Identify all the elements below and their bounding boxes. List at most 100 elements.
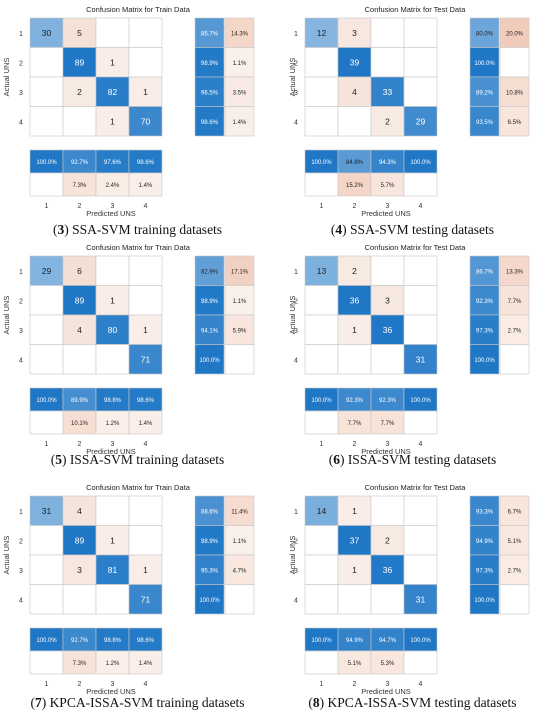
matrix-cell-value: 2	[385, 535, 390, 545]
row-summary-cell	[469, 495, 500, 526]
col-summary-value: 10.1%	[71, 421, 89, 427]
col-summary-value: 98.6%	[137, 638, 155, 644]
matrix-cell	[370, 554, 405, 585]
row-summary-cell	[194, 47, 225, 78]
x-tick-label: 2	[353, 441, 357, 448]
row-summary-cell	[499, 525, 530, 556]
row-summary-value: 97.3%	[476, 568, 494, 574]
row-summary-cell	[499, 285, 530, 316]
y-tick-label: 3	[19, 90, 23, 97]
matrix-cell	[370, 47, 405, 78]
x-tick-label: 2	[78, 203, 82, 210]
x-tick-label: 4	[419, 681, 423, 688]
matrix-cell	[29, 47, 64, 78]
x-tick-label: 1	[45, 203, 49, 210]
matrix-cell-value: 82	[108, 87, 118, 97]
row-summary-value: 86.7%	[476, 269, 494, 275]
y-tick-label: 2	[19, 298, 23, 305]
matrix-cell-value: 3	[77, 565, 82, 575]
col-summary-cell	[128, 172, 163, 197]
col-summary-value: 92.3%	[379, 398, 397, 404]
y-tick-label: 1	[294, 31, 298, 38]
row-summary-cell	[224, 495, 255, 526]
row-summary-value: 100.0%	[199, 598, 220, 604]
caption-text: SSA-SVM training datasets	[68, 222, 223, 237]
caption-number: 7	[34, 695, 42, 710]
col-summary-value: 5.7%	[381, 183, 395, 189]
matrix-cell	[403, 47, 438, 78]
row-summary-value: 4.7%	[233, 568, 247, 574]
x-tick-label: 4	[144, 441, 148, 448]
matrix-cell	[128, 554, 163, 585]
matrix-cell	[370, 106, 405, 137]
row-summary-cell	[499, 76, 530, 107]
matrix-cell	[95, 344, 130, 375]
x-tick-label: 3	[111, 203, 115, 210]
matrix-cell	[62, 47, 97, 78]
row-summary-value: 11.4%	[231, 509, 248, 515]
matrix-cell-value: 89	[75, 57, 85, 67]
x-tick-label: 2	[353, 681, 357, 688]
x-axis-label: Predicted UNS	[86, 447, 136, 456]
matrix-cell	[403, 554, 438, 585]
matrix-cell	[403, 584, 438, 615]
row-summary-value: 1.4%	[233, 120, 247, 126]
matrix-cell-value: 29	[416, 116, 426, 126]
matrix-cell-value: 3	[385, 295, 390, 305]
caption-text: KPCA-ISSA-SVM training datasets	[46, 695, 245, 710]
matrix-cell	[337, 525, 372, 556]
col-summary-value: 94.7%	[379, 638, 397, 644]
matrix-cell	[128, 17, 163, 48]
matrix-cell	[95, 584, 130, 615]
matrix-cell	[304, 525, 339, 556]
panel-caption: (7) KPCA-ISSA-SVM training datasets	[30, 695, 245, 710]
row-summary-value: 14.3%	[231, 31, 249, 37]
y-tick-label: 4	[294, 597, 298, 604]
matrix-cell	[29, 17, 64, 48]
row-summary-cell	[194, 344, 225, 375]
row-summary-value: 98.9%	[201, 539, 219, 545]
x-tick-label: 2	[78, 681, 82, 688]
y-axis-label: Actual UNS	[288, 536, 297, 575]
row-summary-value: 13.3%	[506, 269, 524, 275]
y-tick-label: 2	[19, 538, 23, 545]
chart-title: Confusion Matrix for Test Data	[365, 243, 467, 252]
row-summary-cell	[469, 255, 500, 286]
x-tick-label: 1	[320, 441, 324, 448]
matrix-cell	[304, 47, 339, 78]
row-summary-value: 100.0%	[199, 358, 220, 364]
matrix-cell	[95, 285, 130, 316]
matrix-cell-value: 4	[77, 325, 82, 335]
col-summary-value: 94.9%	[346, 638, 364, 644]
matrix-cell	[403, 525, 438, 556]
matrix-cell	[95, 554, 130, 585]
x-tick-label: 2	[353, 203, 357, 210]
matrix-cell	[95, 314, 130, 345]
col-summary-cell	[403, 410, 438, 435]
row-summary-value: 100.0%	[474, 61, 495, 67]
matrix-cell	[62, 106, 97, 137]
col-summary-value: 5.3%	[381, 661, 395, 667]
row-summary-value: 93.3%	[476, 509, 494, 515]
matrix-cell-value: 89	[75, 535, 85, 545]
row-summary-cell	[469, 47, 500, 78]
matrix-cell	[29, 255, 64, 286]
caption-number: 5	[55, 452, 62, 467]
row-summary-cell	[194, 525, 225, 556]
matrix-cell	[370, 584, 405, 615]
x-tick-label: 1	[320, 681, 324, 688]
matrix-cell	[403, 285, 438, 316]
matrix-cell	[370, 344, 405, 375]
row-summary-value: 80.0%	[476, 31, 494, 37]
matrix-cell	[128, 584, 163, 615]
row-summary-cell	[469, 285, 500, 316]
y-tick-label: 3	[294, 328, 298, 335]
row-summary-value: 20.0%	[506, 31, 524, 37]
x-axis-label: Predicted UNS	[361, 687, 411, 696]
matrix-cell	[304, 106, 339, 137]
matrix-cell-value: 33	[383, 87, 393, 97]
row-summary-value: 5.1%	[508, 539, 522, 545]
matrix-cell	[95, 106, 130, 137]
matrix-cell	[403, 255, 438, 286]
